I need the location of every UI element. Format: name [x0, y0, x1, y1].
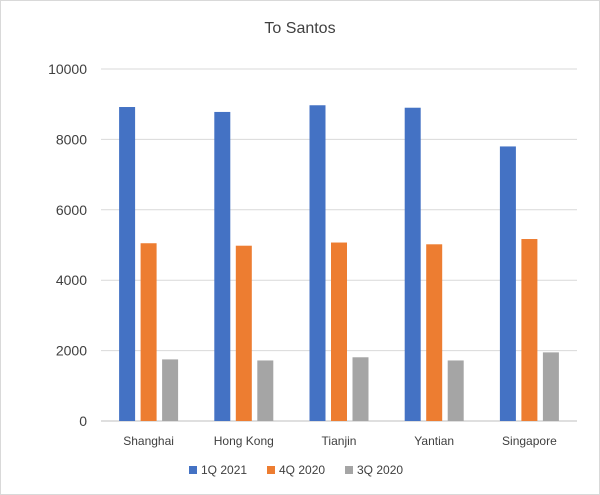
x-category-label-yantian: Yantian: [414, 434, 454, 448]
bar-yantian-3q-2020: [447, 360, 464, 421]
y-tick-label-10000: 10000: [48, 61, 87, 77]
y-axis-tick-labels: 0 2000 4000 6000 8000 10000: [48, 61, 87, 429]
legend-label-1q-2021: 1Q 2021: [201, 463, 247, 477]
x-category-label-hong-kong: Hong Kong: [214, 434, 274, 448]
bar-singapore-1q-2021: [499, 146, 516, 421]
legend-swatch-1q-2021: [189, 466, 197, 474]
x-category-label-singapore: Singapore: [502, 434, 557, 448]
legend-label-4q-2020: 4Q 2020: [279, 463, 325, 477]
legend: 1Q 2021 4Q 2020 3Q 2020: [189, 463, 403, 477]
bars: [119, 105, 559, 422]
legend-label-3q-2020: 3Q 2020: [357, 463, 403, 477]
x-category-label-tianjin: Tianjin: [322, 434, 357, 448]
y-tick-label-6000: 6000: [56, 202, 87, 218]
bar-hong-kong-1q-2021: [214, 111, 231, 421]
bar-shanghai-3q-2020: [162, 359, 179, 421]
x-category-label-shanghai: Shanghai: [123, 434, 174, 448]
x-axis-category-labels: Shanghai Hong Kong Tianjin Yantian Singapore: [123, 434, 557, 448]
bar-hong-kong-4q-2020: [235, 245, 252, 421]
bar-singapore-4q-2020: [521, 239, 538, 421]
bar-yantian-4q-2020: [426, 244, 443, 421]
bar-tianjin-1q-2021: [309, 105, 326, 422]
bar-tianjin-3q-2020: [352, 357, 369, 421]
bar-shanghai-1q-2021: [119, 107, 136, 422]
bar-tianjin-4q-2020: [331, 242, 347, 421]
bar-yantian-1q-2021: [404, 107, 421, 421]
chart-title: To Santos: [264, 20, 335, 37]
legend-swatch-4q-2020: [267, 466, 275, 474]
y-tick-label-4000: 4000: [56, 272, 87, 288]
y-tick-label-8000: 8000: [56, 131, 87, 147]
bar-shanghai-4q-2020: [140, 243, 157, 421]
bar-hong-kong-3q-2020: [257, 360, 274, 421]
legend-swatch-3q-2020: [345, 466, 353, 474]
y-tick-label-0: 0: [79, 413, 87, 429]
y-tick-label-2000: 2000: [56, 343, 87, 359]
bar-singapore-3q-2020: [542, 352, 559, 421]
